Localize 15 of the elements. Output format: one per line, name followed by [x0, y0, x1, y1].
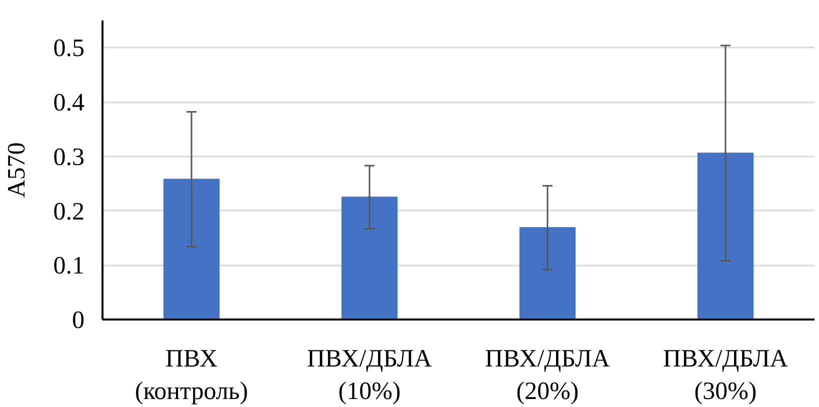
x-tick-label: ПВХ/ДБЛА (20%)	[485, 346, 610, 405]
x-tick-label: ПВХ/ДБЛА (10%)	[307, 346, 432, 405]
y-tick-label: 0.4	[53, 90, 85, 117]
y-tick-label: 0	[72, 307, 84, 334]
x-tick-label: ПВХ (контроль)	[134, 346, 248, 405]
x-tick-label: ПВХ/ДБЛА (30%)	[663, 346, 788, 405]
y-tick-label: 0.5	[53, 35, 84, 62]
bar	[519, 227, 576, 320]
y-tick-label: 0.1	[53, 252, 84, 280]
y-tick-label: 0.2	[53, 198, 84, 226]
y-axis-title: A570	[3, 142, 30, 198]
bar	[697, 152, 754, 320]
bar	[163, 178, 220, 320]
y-tick-label: 0.3	[53, 144, 84, 171]
bar	[341, 196, 398, 320]
